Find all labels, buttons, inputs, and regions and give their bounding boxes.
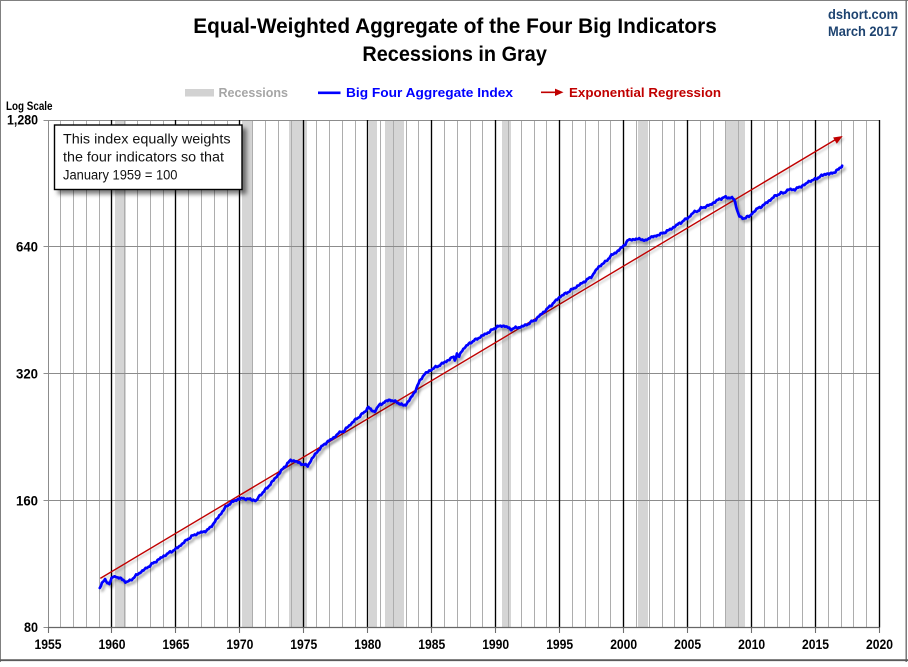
svg-text:1990: 1990 (482, 636, 509, 652)
svg-text:2000: 2000 (610, 636, 637, 652)
svg-text:dshort.com: dshort.com (828, 6, 898, 22)
svg-text:2015: 2015 (802, 636, 829, 652)
svg-text:1975: 1975 (290, 636, 317, 652)
svg-text:1955: 1955 (35, 636, 62, 652)
svg-text:80: 80 (24, 619, 38, 635)
svg-text:January 1959 = 100: January 1959 = 100 (63, 168, 178, 183)
svg-text:1995: 1995 (546, 636, 573, 652)
svg-text:This index equally weights: This index equally weights (63, 132, 231, 147)
svg-text:1,280: 1,280 (7, 112, 38, 128)
svg-text:2020: 2020 (866, 636, 893, 652)
svg-text:Exponential Regression: Exponential Regression (569, 86, 721, 100)
svg-text:1965: 1965 (162, 636, 189, 652)
svg-text:2005: 2005 (674, 636, 701, 652)
svg-text:1970: 1970 (226, 636, 253, 652)
svg-text:320: 320 (16, 365, 38, 381)
svg-text:Recessions: Recessions (219, 86, 289, 100)
svg-text:Recessions in Gray: Recessions in Gray (362, 42, 547, 66)
svg-text:Log Scale: Log Scale (6, 99, 53, 113)
svg-text:1960: 1960 (99, 636, 126, 652)
svg-text:Big Four Aggregate Index: Big Four Aggregate Index (346, 86, 513, 100)
svg-text:Equal-Weighted Aggregate of th: Equal-Weighted Aggregate of the Four Big… (193, 14, 717, 38)
svg-text:the four indicators so that: the four indicators so that (63, 150, 224, 165)
svg-text:160: 160 (16, 492, 38, 508)
svg-text:1985: 1985 (418, 636, 445, 652)
svg-text:2010: 2010 (738, 636, 765, 652)
svg-text:640: 640 (16, 239, 38, 255)
svg-text:March 2017: March 2017 (828, 23, 898, 39)
svg-text:1980: 1980 (354, 636, 381, 652)
